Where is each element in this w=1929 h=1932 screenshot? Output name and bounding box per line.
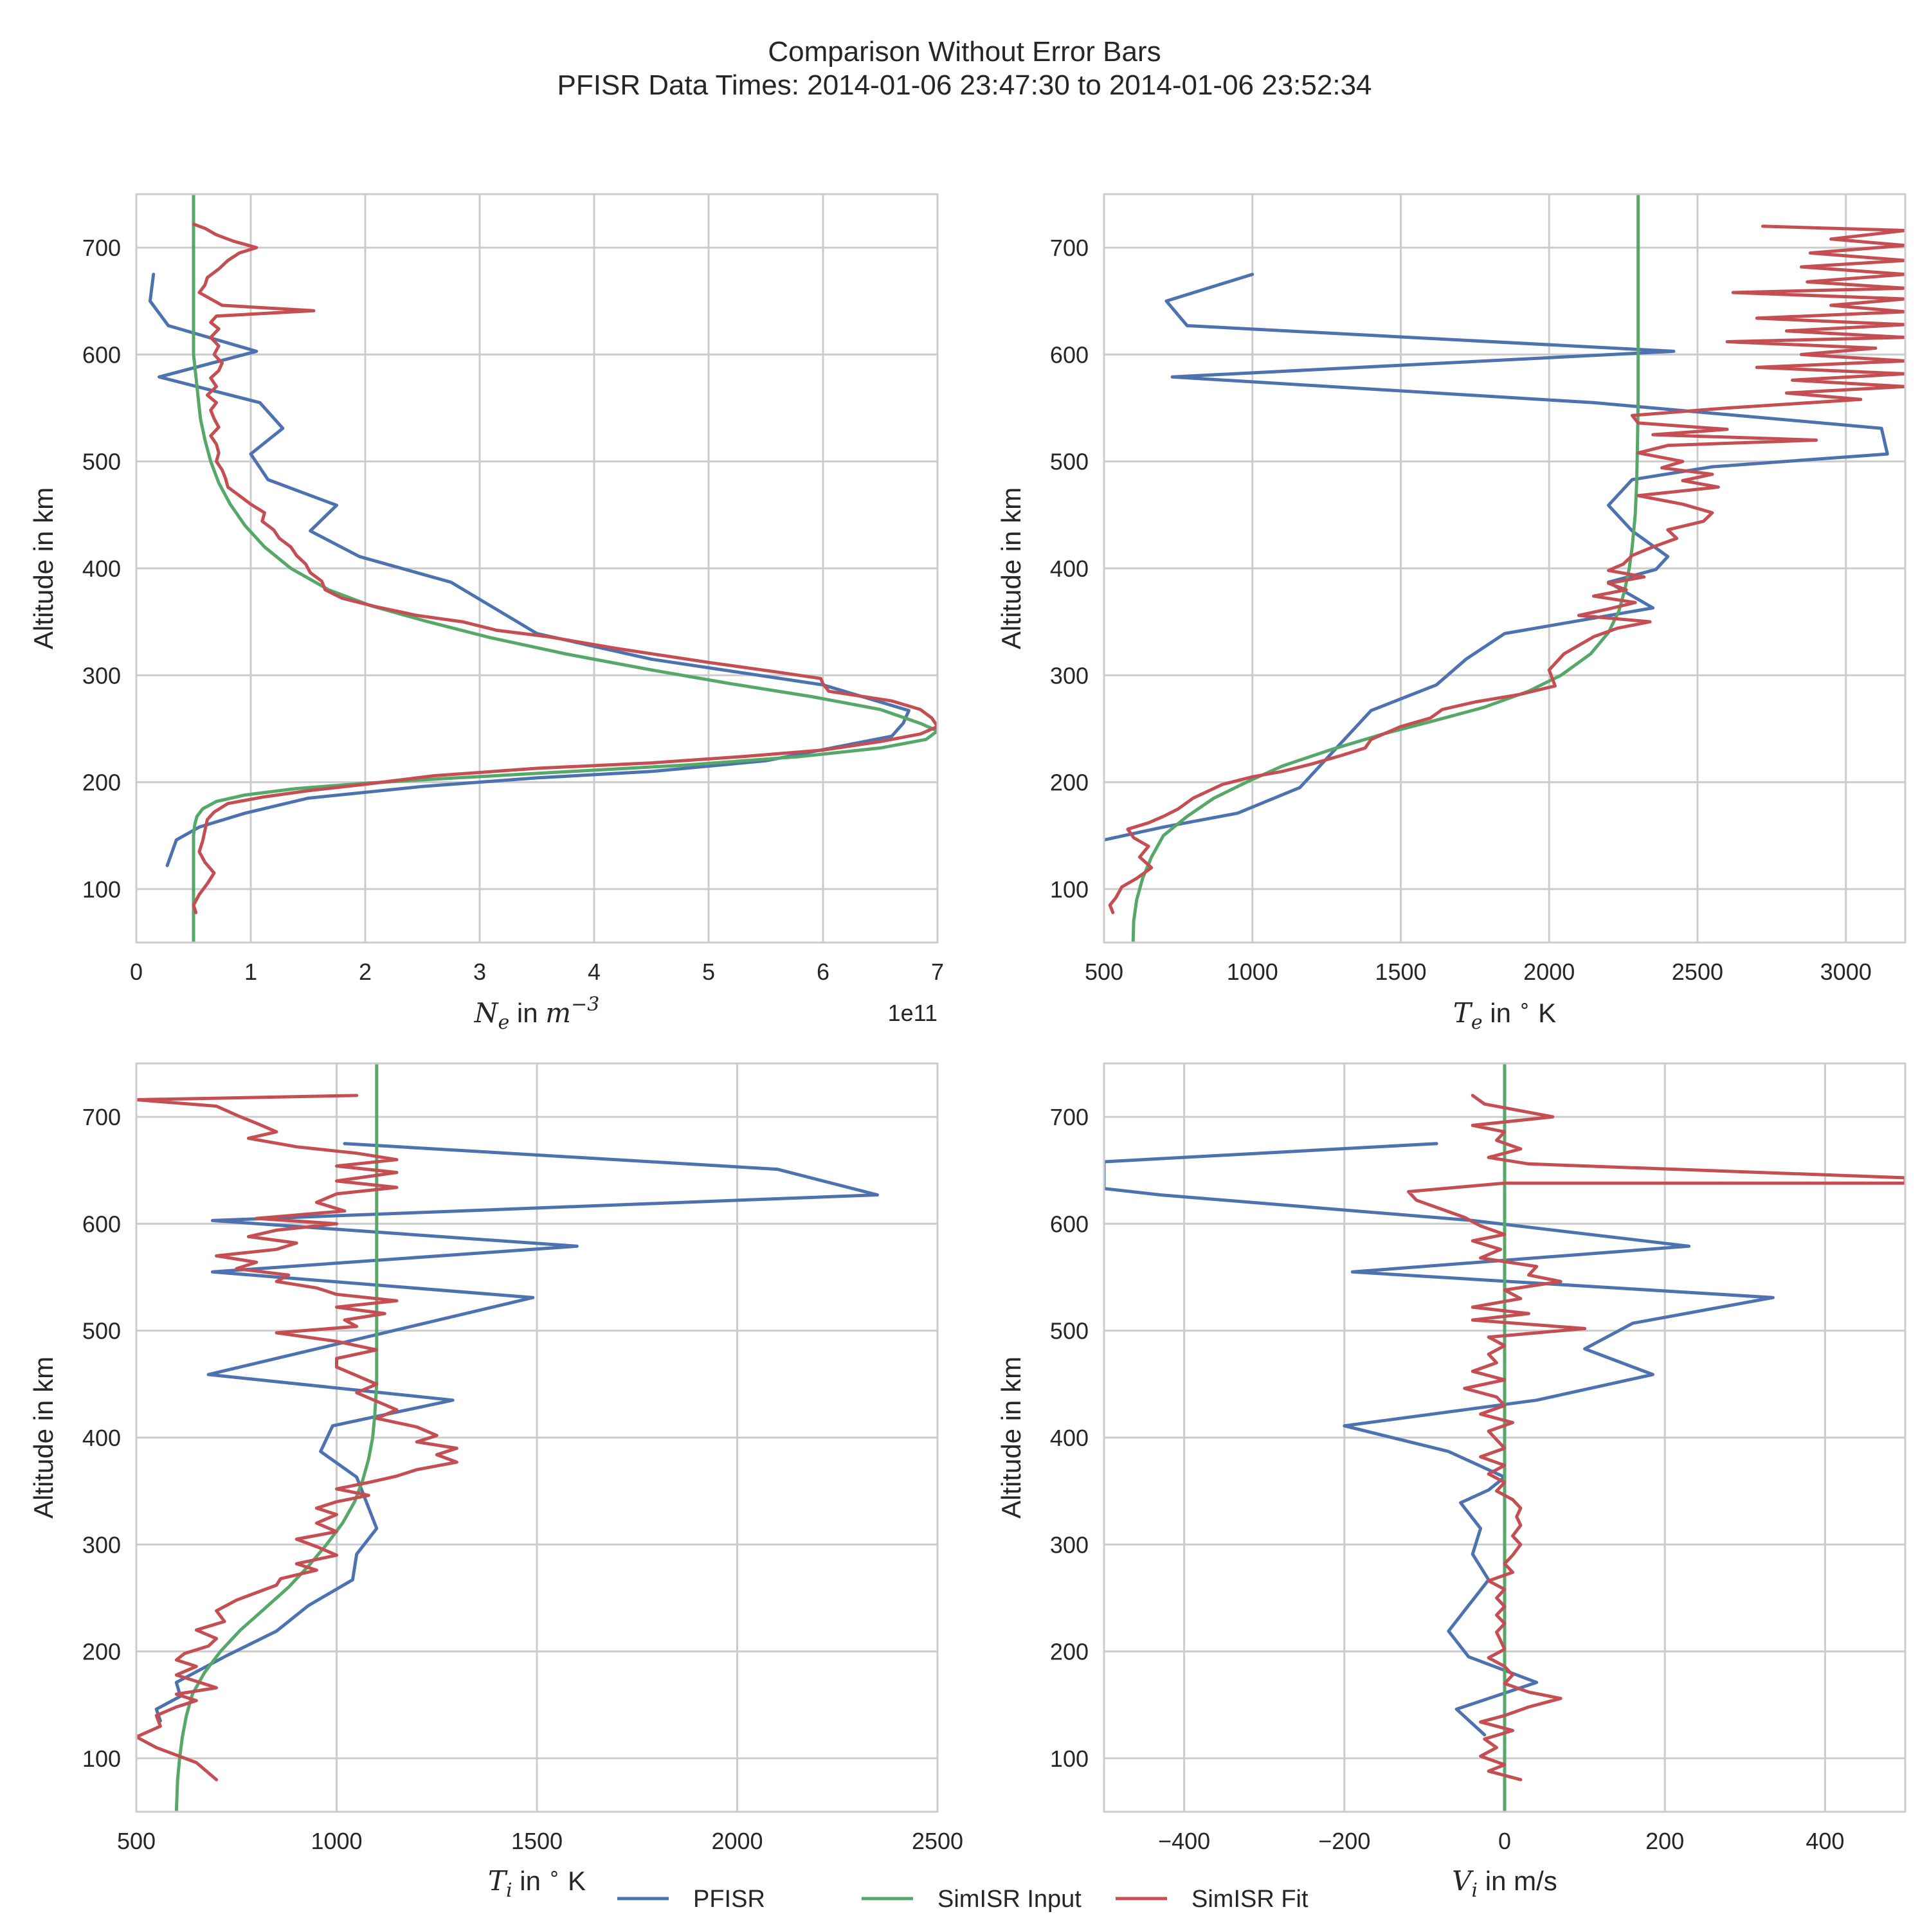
x-axis-label: Te in ∘ K (1453, 995, 1556, 1034)
y-tick-label: 500 (82, 1318, 121, 1344)
axes-frame (135, 1062, 939, 1813)
y-axis-label: Altitude in km (996, 1357, 1026, 1519)
y-tick-label: 600 (1050, 341, 1089, 368)
y-tick-label: 700 (82, 1104, 121, 1130)
y-tick-label: 300 (1050, 1531, 1089, 1558)
y-tick-label: 700 (82, 235, 121, 261)
figure-subtitle: PFISR Data Times: 2014-01-06 23:47:30 to… (557, 69, 1372, 101)
axes-frame (135, 193, 939, 944)
x-offset-text: 1e11 (888, 1000, 937, 1026)
x-tick-label: 400 (1806, 1828, 1844, 1854)
x-tick-label: 2000 (1523, 959, 1575, 985)
x-tick-label: 500 (117, 1828, 156, 1854)
x-tick-label: 4 (588, 959, 601, 985)
y-tick-label: 100 (82, 1746, 121, 1772)
y-axis-label: Altitude in km (28, 487, 59, 649)
series-line-simisr-input (174, 1063, 379, 1812)
subplot-3: 500 1000 1500 2000 2500 100 200 300 400 500 600 700… (28, 1062, 963, 1902)
y-tick-label: 700 (1050, 235, 1089, 261)
series-line-simisr-fit (1108, 224, 1905, 914)
x-tick-label: 7 (931, 959, 944, 985)
y-tick-label: 300 (82, 1531, 121, 1558)
x-tick-label: 1000 (1227, 959, 1278, 985)
x-tick-label: 200 (1645, 1828, 1684, 1854)
series-line-simisr-input (192, 194, 937, 943)
series-line-simisr-fit (1407, 1094, 1905, 1782)
series-line-pfisr (1104, 1142, 1775, 1737)
x-axis-label: Ne in m−3 (474, 993, 600, 1034)
y-tick-label: 400 (82, 555, 121, 582)
y-tick-label: 300 (1050, 662, 1089, 689)
axes-frame (1103, 1062, 1906, 1813)
x-tick-label: 6 (817, 959, 829, 985)
y-tick-label: 200 (1050, 1639, 1089, 1665)
x-tick-label: −200 (1318, 1828, 1370, 1854)
series-line-simisr-fit (136, 1094, 458, 1782)
y-tick-label: 600 (82, 341, 121, 368)
series-line-pfisr (154, 1142, 879, 1723)
y-tick-label: 400 (82, 1425, 121, 1451)
x-tick-label: 2500 (912, 1828, 963, 1854)
series-line-simisr-fit (192, 222, 937, 914)
x-tick-label: 1000 (311, 1828, 362, 1854)
y-tick-label: 200 (82, 770, 121, 796)
x-tick-label: 1 (244, 959, 257, 985)
y-tick-label: 600 (82, 1211, 121, 1237)
axes-frame (1103, 193, 1906, 944)
y-tick-label: 200 (82, 1639, 121, 1665)
y-tick-label: 100 (1050, 876, 1089, 903)
y-tick-label: 500 (82, 449, 121, 475)
legend-label: PFISR (693, 1886, 765, 1913)
x-tick-label: 2500 (1672, 959, 1723, 985)
y-tick-label: 500 (1050, 1318, 1089, 1344)
x-tick-label: 1500 (1375, 959, 1426, 985)
y-tick-label: 300 (82, 662, 121, 689)
subplot-2: 500 1000 1500 2000 2500 3000 100 200 300 400 500 60… (996, 193, 1906, 1034)
legend-label: SimISR Fit (1191, 1886, 1309, 1913)
x-tick-label: 0 (130, 959, 143, 985)
legend: PFISR SimISR Input SimISR Fit (617, 1886, 1309, 1913)
x-tick-label: 0 (1498, 1828, 1511, 1854)
x-tick-label: 3000 (1820, 959, 1872, 985)
y-tick-label: 600 (1050, 1211, 1089, 1237)
y-tick-label: 200 (1050, 770, 1089, 796)
y-tick-label: 500 (1050, 449, 1089, 475)
y-tick-label: 400 (1050, 555, 1089, 582)
x-tick-label: 3 (473, 959, 486, 985)
series-line-pfisr (148, 273, 910, 867)
y-axis-label: Altitude in km (28, 1357, 59, 1519)
y-tick-label: 400 (1050, 1425, 1089, 1451)
y-tick-label: 700 (1050, 1104, 1089, 1130)
figure-title: Comparison Without Error Bars (768, 36, 1161, 68)
subplot-4: −400 −200 0 200 400 100 200 300 400 500 600 700 Alti… (996, 1062, 1906, 1902)
y-tick-label: 100 (1050, 1746, 1089, 1772)
x-axis-label: Ti in ∘ K (488, 1863, 586, 1902)
legend-label: SimISR Input (937, 1886, 1082, 1913)
series-line-pfisr (1104, 273, 1889, 842)
x-tick-label: 2000 (711, 1828, 763, 1854)
x-axis-label: Vi in m/s (1452, 1865, 1557, 1902)
x-tick-label: 1500 (511, 1828, 563, 1854)
x-tick-label: 2 (359, 959, 372, 985)
series-line-simisr-input (1131, 194, 1640, 943)
y-axis-label: Altitude in km (996, 487, 1026, 649)
subplot-1: 0 1 2 3 4 5 6 7 100 200 300 400 500 600 700 Altitude in… (28, 193, 944, 1034)
x-tick-label: 5 (702, 959, 715, 985)
x-tick-label: 500 (1085, 959, 1123, 985)
x-tick-label: −400 (1158, 1828, 1210, 1854)
y-tick-label: 100 (82, 876, 121, 903)
